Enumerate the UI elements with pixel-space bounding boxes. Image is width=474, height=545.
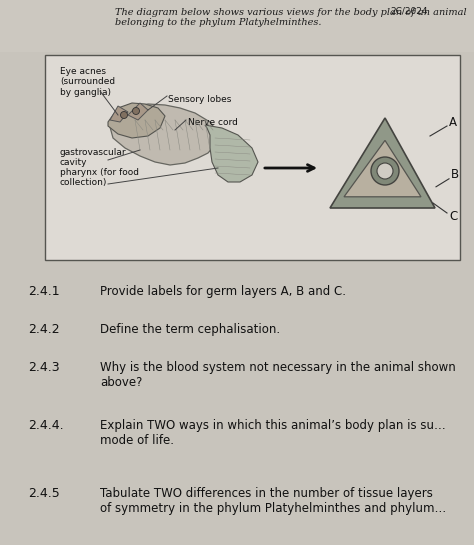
Polygon shape: [344, 141, 421, 197]
FancyBboxPatch shape: [0, 0, 474, 52]
Text: Nerve cord: Nerve cord: [188, 118, 238, 127]
Polygon shape: [110, 104, 218, 165]
Text: A: A: [449, 116, 457, 129]
Text: Tabulate TWO differences in the number of tissue layers
of symmetry in the phylu: Tabulate TWO differences in the number o…: [100, 487, 446, 515]
Text: B: B: [451, 168, 459, 181]
Text: Provide labels for germ layers A, B and C.: Provide labels for germ layers A, B and …: [100, 285, 346, 298]
Text: 2.4.3: 2.4.3: [28, 361, 60, 374]
Text: Explain TWO ways in which this animal’s body plan is su…
mode of life.: Explain TWO ways in which this animal’s …: [100, 419, 446, 447]
Text: 2.4.1: 2.4.1: [28, 285, 60, 298]
Circle shape: [371, 157, 399, 185]
Text: The diagram below shows various views for the body plan of an animal
belonging t: The diagram below shows various views fo…: [115, 8, 466, 27]
Circle shape: [377, 163, 393, 179]
Text: Eye acnes
(surrounded
by ganglia): Eye acnes (surrounded by ganglia): [60, 67, 115, 97]
Polygon shape: [330, 118, 435, 208]
Text: 2.4.4.: 2.4.4.: [28, 419, 64, 432]
Polygon shape: [128, 103, 148, 120]
Text: C: C: [449, 209, 457, 222]
Circle shape: [133, 107, 139, 114]
Polygon shape: [108, 103, 165, 138]
Polygon shape: [110, 106, 128, 122]
Text: 2C/2024: 2C/2024: [390, 6, 428, 15]
Text: 2.4.2: 2.4.2: [28, 323, 60, 336]
Circle shape: [120, 112, 128, 118]
Text: pharynx (for food
collection): pharynx (for food collection): [60, 168, 139, 187]
Text: Why is the blood system not necessary in the animal shown
above?: Why is the blood system not necessary in…: [100, 361, 456, 389]
Text: Define the term cephalisation.: Define the term cephalisation.: [100, 323, 280, 336]
Text: 2.4.5: 2.4.5: [28, 487, 60, 500]
Text: Sensory lobes: Sensory lobes: [168, 95, 231, 104]
FancyBboxPatch shape: [45, 55, 460, 260]
Text: gastrovascular
cavity: gastrovascular cavity: [60, 148, 127, 167]
Polygon shape: [205, 125, 258, 182]
